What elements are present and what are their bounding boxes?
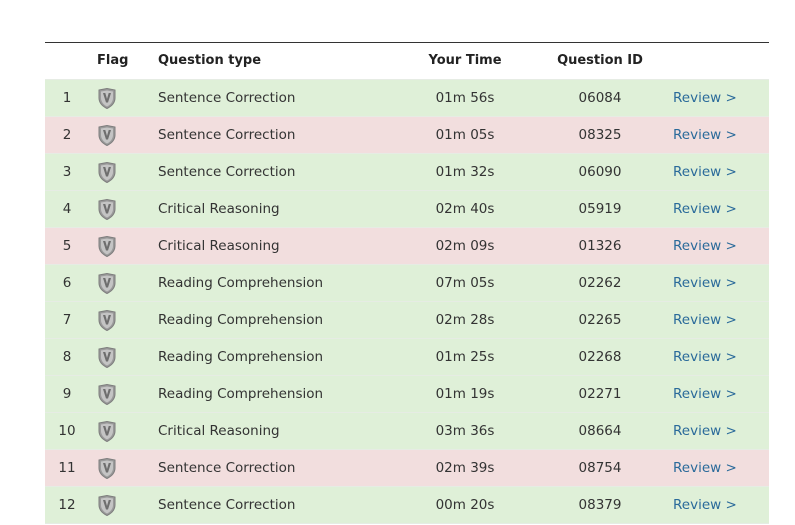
review-link[interactable]: Review >: [673, 497, 737, 513]
review-link[interactable]: Review >: [673, 275, 737, 291]
row-number: 8: [62, 349, 72, 365]
row-number: 10: [58, 423, 76, 439]
row-number: 3: [62, 164, 72, 180]
header-cell: Your Time: [428, 53, 502, 68]
row-number: 6: [62, 275, 72, 291]
question-id: 06090: [578, 164, 622, 180]
question-type: Reading Comprehension: [158, 275, 324, 291]
table-row: 1 Sentence Correction 01m 56s 06084 Review >: [45, 80, 769, 117]
question-id: 08754: [578, 460, 622, 476]
row-number: 12: [58, 497, 76, 513]
flag-icon: [98, 236, 116, 257]
flag-icon: [98, 384, 116, 405]
question-type: Sentence Correction: [158, 460, 296, 476]
question-id: 08379: [578, 497, 622, 513]
question-type: Sentence Correction: [158, 497, 296, 513]
question-id: 05919: [578, 201, 622, 217]
question-type: Critical Reasoning: [158, 201, 280, 217]
flag-icon: [98, 199, 116, 220]
flag-icon: [98, 347, 116, 368]
your-time: 07m 05s: [435, 275, 495, 291]
row-number: 11: [58, 460, 76, 476]
question-type: Critical Reasoning: [158, 423, 280, 439]
question-id: 02268: [578, 349, 622, 365]
flag-icon: [98, 458, 116, 479]
review-link[interactable]: Review >: [673, 312, 737, 328]
flag-icon: [98, 88, 116, 109]
table-row: 6 Reading Comprehension 07m 05s 02262 Review…: [45, 265, 769, 302]
row-number: 1: [62, 90, 72, 106]
table-row: 10 Critical Reasoning 03m 36s 08664 Review >: [45, 413, 769, 450]
table-row: 2 Sentence Correction 01m 05s 08325 Review >: [45, 117, 769, 154]
review-link[interactable]: Review >: [673, 238, 737, 254]
question-type: Reading Comprehension: [158, 386, 324, 402]
flag-icon: [98, 495, 116, 516]
your-time: 01m 56s: [435, 90, 495, 106]
table-row: 8 Reading Comprehension 01m 25s 02268 Review…: [45, 339, 769, 376]
table-row: 3 Sentence Correction 01m 32s 06090 Review >: [45, 154, 769, 191]
question-id: 02265: [578, 312, 622, 328]
question-type: Reading Comprehension: [158, 349, 324, 365]
row-number: 7: [62, 312, 72, 328]
question-type: Critical Reasoning: [158, 238, 280, 254]
question-id: 08664: [578, 423, 622, 439]
header-row: Flag Question type Your Time Question ID: [45, 43, 769, 80]
flag-icon: [98, 162, 116, 183]
question-id: 08325: [578, 127, 622, 143]
your-time: 02m 40s: [435, 201, 495, 217]
question-type: Sentence Correction: [158, 90, 296, 106]
your-time: 01m 25s: [435, 349, 495, 365]
flag-icon: [98, 421, 116, 442]
flag-icon: [98, 310, 116, 331]
table-row: 11 Sentence Correction 02m 39s 08754 Review …: [45, 450, 769, 487]
question-type: Sentence Correction: [158, 127, 296, 143]
review-link[interactable]: Review >: [673, 460, 737, 476]
results-table: Flag Question type Your Time Question ID…: [45, 42, 769, 524]
your-time: 01m 05s: [435, 127, 495, 143]
your-time: 02m 28s: [435, 312, 495, 328]
table-row: 9 Reading Comprehension 01m 19s 02271 Review…: [45, 376, 769, 413]
review-link[interactable]: Review >: [673, 127, 737, 143]
row-number: 5: [62, 238, 72, 254]
table-row: 5 Critical Reasoning 02m 09s 01326 Review >: [45, 228, 769, 265]
row-number: 4: [62, 201, 72, 217]
table-row: 4 Critical Reasoning 02m 40s 05919 Review >: [45, 191, 769, 228]
question-type: Sentence Correction: [158, 164, 296, 180]
your-time: 02m 39s: [435, 460, 495, 476]
question-id: 01326: [578, 238, 622, 254]
your-time: 02m 09s: [435, 238, 495, 254]
question-type: Reading Comprehension: [158, 312, 324, 328]
review-link[interactable]: Review >: [673, 164, 737, 180]
header-cell: Question type: [158, 53, 262, 68]
your-time: 01m 19s: [435, 386, 495, 402]
header-cell: Flag: [97, 53, 129, 68]
review-link[interactable]: Review >: [673, 90, 737, 106]
question-id: 02262: [578, 275, 622, 291]
question-id: 06084: [578, 90, 622, 106]
your-time: 00m 20s: [435, 497, 495, 513]
flag-icon: [98, 273, 116, 294]
review-link[interactable]: Review >: [673, 349, 737, 365]
your-time: 01m 32s: [435, 164, 495, 180]
question-id: 02271: [578, 386, 622, 402]
table-row: 12 Sentence Correction 00m 20s 08379 Review …: [45, 487, 769, 524]
header-cell: Question ID: [557, 53, 643, 68]
flag-icon: [98, 125, 116, 146]
table-row: 7 Reading Comprehension 02m 28s 02265 Review…: [45, 302, 769, 339]
row-number: 2: [62, 127, 72, 143]
review-link[interactable]: Review >: [673, 386, 737, 402]
review-link[interactable]: Review >: [673, 201, 737, 217]
review-link[interactable]: Review >: [673, 423, 737, 439]
your-time: 03m 36s: [435, 423, 495, 439]
row-number: 9: [62, 386, 72, 402]
